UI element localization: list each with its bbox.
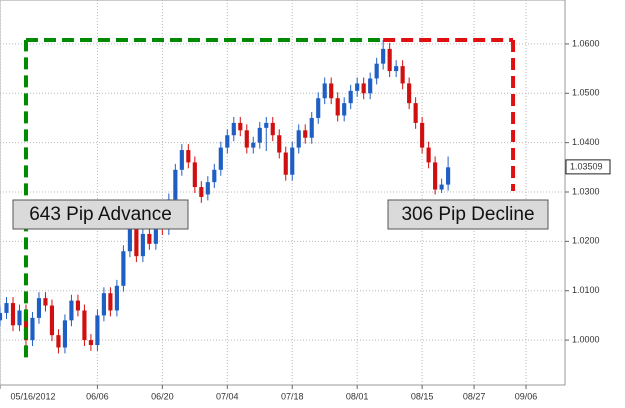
- candle-body: [257, 127, 262, 143]
- grid: [0, 0, 569, 389]
- candle-body: [49, 305, 55, 336]
- candle-body: [355, 83, 360, 91]
- candle-body: [218, 147, 223, 170]
- candle-body: [342, 103, 347, 116]
- candle-body: [127, 229, 132, 252]
- candle-body: [192, 162, 197, 188]
- candle-body: [374, 63, 379, 79]
- annotation-box: [387, 199, 549, 230]
- x-tick-label: 07/18: [281, 391, 304, 401]
- x-tick-label: 09/06: [515, 391, 538, 401]
- candle-body: [23, 310, 29, 341]
- candle-body: [420, 122, 425, 148]
- candle-body: [199, 187, 204, 197]
- candle-body: [446, 167, 451, 185]
- candle-body: [114, 285, 119, 311]
- x-tick-label: 07/04: [216, 391, 239, 401]
- candle-body: [186, 150, 191, 163]
- candle-body: [121, 251, 126, 286]
- annotation-box: [12, 199, 189, 230]
- candle-body: [30, 317, 35, 341]
- candle-body: [101, 293, 106, 316]
- candle-body: [270, 122, 275, 136]
- candle-body: [277, 135, 282, 153]
- y-tick-label: 1.0300: [572, 186, 600, 196]
- candle-body: [329, 83, 334, 99]
- candle-body: [394, 66, 399, 72]
- candle-body: [400, 66, 405, 84]
- candle-body: [316, 98, 321, 118]
- candle-body: [413, 103, 418, 123]
- candle-body: [36, 298, 42, 318]
- candle-body: [147, 233, 152, 244]
- candle-body: [153, 221, 158, 244]
- candle-body: [264, 122, 269, 128]
- candle-body: [205, 182, 210, 195]
- candle-body: [95, 315, 100, 346]
- candle-body: [335, 98, 340, 116]
- candle-body: [108, 293, 113, 311]
- last-price-label: 1.03509: [570, 161, 603, 171]
- y-tick-label: 1.0000: [572, 334, 600, 344]
- x-tick-label: 08/01: [346, 391, 369, 401]
- candle-body: [75, 300, 81, 311]
- x-tick-label: 08/27: [463, 391, 486, 401]
- candle-body: [212, 169, 217, 183]
- candle-body: [251, 142, 256, 148]
- candle-body: [296, 130, 301, 148]
- candle-body: [426, 147, 431, 163]
- candle-body: [309, 117, 314, 138]
- candle-body: [88, 340, 93, 346]
- candle-body: [56, 335, 61, 348]
- candle-body: [439, 184, 444, 190]
- y-tick-label: 1.0200: [572, 236, 600, 246]
- candle-body: [322, 83, 327, 99]
- candle-body: [4, 303, 9, 313]
- candle-body: [381, 48, 386, 64]
- candle-body: [179, 150, 184, 170]
- candle-body: [290, 147, 295, 175]
- candle-body: [173, 169, 178, 200]
- candle-body: [82, 310, 87, 341]
- candle-body: [433, 162, 438, 190]
- y-tick-label: 1.0100: [572, 285, 600, 295]
- candle-body: [225, 135, 230, 148]
- y-tick-label: 1.0400: [572, 137, 600, 147]
- x-tick-label: 06/06: [86, 391, 109, 401]
- x-tick-label: 08/15: [411, 391, 434, 401]
- candle-body: [407, 83, 412, 104]
- candle-body: [10, 303, 16, 326]
- last-price-box: [565, 159, 611, 175]
- candle-body: [0, 312, 3, 321]
- candle-body: [283, 152, 288, 175]
- candle-body: [303, 130, 308, 138]
- annotation-label: 306 Pip Decline: [401, 204, 534, 225]
- candle-body: [238, 122, 243, 131]
- candle-body: [140, 233, 145, 257]
- plot: [0, 39, 451, 358]
- x-tick-label: 06/20: [151, 391, 174, 401]
- annotation-label: 643 Pip Advance: [29, 204, 172, 225]
- y-tick-label: 1.0600: [572, 38, 600, 48]
- candle-body: [134, 229, 139, 257]
- candle-body: [368, 78, 373, 94]
- candle-body: [231, 122, 236, 136]
- y-tick-label: 1.0500: [572, 88, 600, 98]
- candle-body: [244, 130, 249, 148]
- candle-body: [69, 300, 74, 321]
- candle-body: [43, 298, 48, 306]
- candle-body: [17, 310, 22, 326]
- x-tick-label: 05/16/2012: [10, 391, 55, 401]
- candle-body: [387, 48, 392, 72]
- candle-body: [62, 320, 68, 348]
- candle-body: [348, 90, 353, 104]
- candle-body: [361, 83, 366, 94]
- overlay: 1.0000 1.0100 1.0200 1.0300 1.0400 1.0500 1.06…: [10, 37, 611, 401]
